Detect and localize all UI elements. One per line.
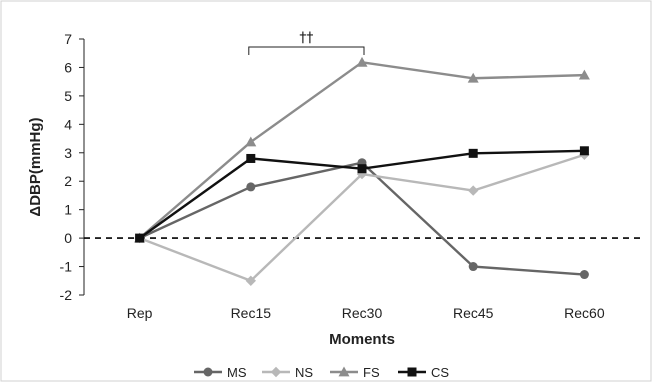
legend-item-cs: CS (398, 365, 449, 380)
axes-group: -2 -1 0 1 2 3 4 5 6 7 Rep Rec15 Rec30 Rec45 Rec60 Momen… (27, 31, 640, 348)
y-tick-label: 3 (64, 145, 72, 161)
data-point (135, 233, 145, 243)
y-tick-label: 0 (64, 230, 72, 246)
y-axis-title: ΔDBP(mmHg) (27, 117, 44, 216)
x-tick-label: Rec60 (564, 305, 605, 321)
x-axis-title: Moments (329, 331, 395, 348)
legend-label: FS (363, 365, 380, 380)
data-point (579, 146, 589, 156)
legend-label: CS (431, 365, 449, 380)
y-tick-label: -1 (60, 259, 73, 275)
y-tick-label: 6 (64, 59, 72, 75)
data-point (357, 164, 367, 174)
data-point (246, 153, 256, 163)
legend-marker (407, 367, 417, 377)
data-point (245, 275, 256, 286)
data-point (356, 168, 368, 180)
annotation-group: †† (248, 30, 365, 55)
legend-item-ms: MS (194, 365, 247, 380)
data-point (246, 182, 256, 192)
legend-marker (203, 367, 213, 377)
series-group (134, 56, 590, 286)
y-tick-label: 1 (64, 202, 72, 218)
legend-label: MS (227, 365, 247, 380)
legend-marker (270, 366, 282, 378)
legend-marker (338, 366, 350, 377)
y-tick-label: -2 (60, 287, 73, 303)
data-point (468, 148, 478, 158)
data-point (468, 185, 479, 196)
y-tick-label: 5 (64, 88, 72, 104)
y-tick-label: 2 (64, 173, 72, 189)
data-point (579, 270, 589, 280)
data-point (245, 136, 257, 147)
y-tick-label: 4 (64, 116, 72, 132)
x-tick-label: Rep (127, 305, 153, 321)
significance-bracket (248, 46, 365, 55)
data-point (467, 72, 479, 83)
x-tick-label: Rec45 (453, 305, 494, 321)
series-cs (135, 146, 589, 243)
data-point (578, 69, 590, 80)
legend-item-fs: FS (330, 365, 380, 380)
x-tick-label: Rec30 (342, 305, 383, 321)
legend: MS NS FS CS (194, 365, 449, 380)
x-tick-label: Rec15 (231, 305, 272, 321)
legend-item-ns: NS (262, 365, 313, 380)
significance-label: †† (299, 30, 313, 46)
y-tick-label: 7 (64, 31, 72, 47)
legend-label: NS (295, 365, 313, 380)
data-point (356, 56, 368, 67)
data-point (468, 262, 478, 272)
